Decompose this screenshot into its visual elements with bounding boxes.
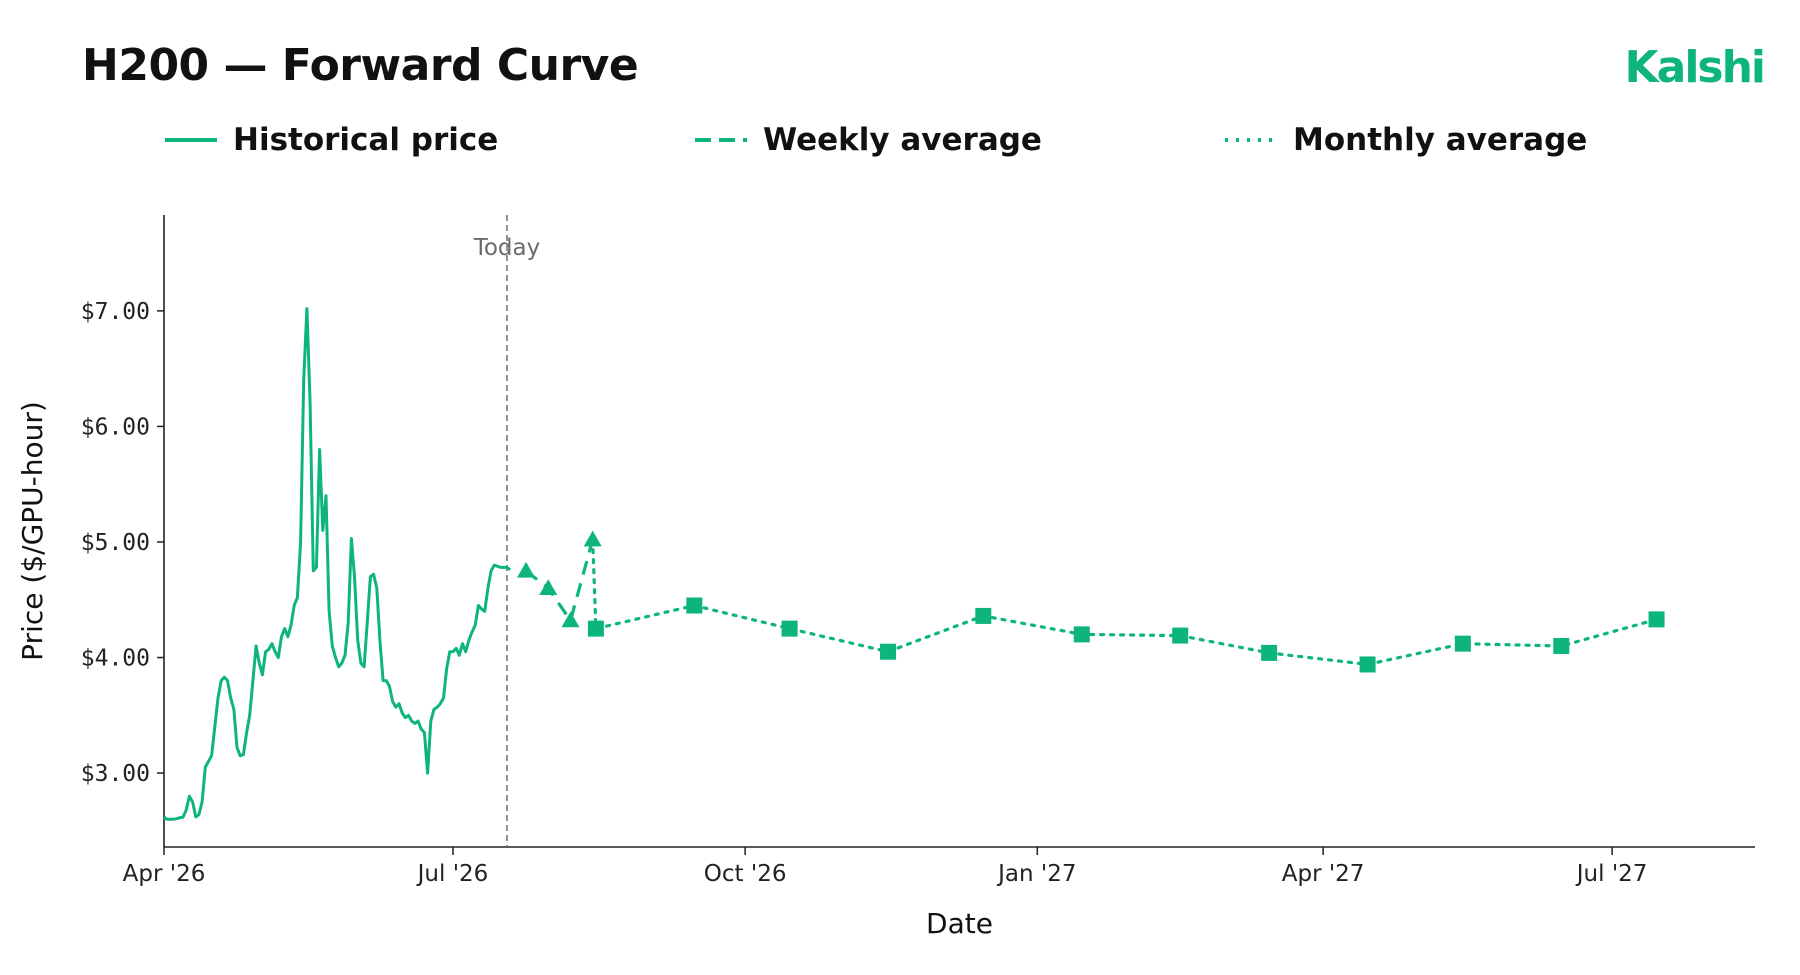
legend-label: Historical price [233,122,499,158]
monthly-square-marker [1454,635,1471,652]
x-tick-label: Jul '27 [1575,861,1648,887]
weekly-triangle-marker [517,561,536,578]
legend-dashed-line-swatch [695,138,747,142]
y-tick-label: $5.00 [81,530,150,556]
monthly-square-marker [1073,626,1090,643]
series-line-solid [163,307,511,821]
series-line-dashed [525,539,595,623]
brand-logo: Kalshi [1624,42,1766,93]
x-tick-label: Jan '27 [996,861,1076,887]
y-tick-label: $6.00 [81,414,150,440]
monthly-square-marker [686,597,703,614]
monthly-square-marker [880,643,897,660]
x-tick-label: Jul '26 [416,861,489,887]
legend-item-historical: Historical price [165,118,498,162]
monthly-square-marker [1261,644,1278,661]
monthly-square-marker [1553,637,1570,654]
monthly-square-marker [587,620,604,637]
legend-item-weekly: Weekly average [695,118,1042,162]
weekly-triangle-marker [561,611,580,628]
y-tick-label: $7.00 [81,299,150,325]
weekly-triangle-marker [539,579,558,595]
monthly-square-marker [1648,611,1665,628]
monthly-square-marker [1172,627,1189,644]
monthly-square-marker [1359,656,1376,673]
x-axis-label: Date [926,907,993,940]
y-axis-label: Price ($/GPU-hour) [16,401,49,661]
y-tick-label: $4.00 [81,646,150,672]
monthly-square-marker [781,620,798,637]
weekly-triangle-marker [583,530,602,547]
monthly-square-marker [975,607,992,624]
y-tick-label: $3.00 [81,761,150,787]
chart-title: H200 — Forward Curve [82,40,639,91]
legend-label: Weekly average [763,122,1042,158]
today-label: Today [473,235,541,261]
x-tick-label: Oct '26 [704,861,787,887]
legend: Historical price Weekly average Monthly … [0,118,1800,162]
legend-label: Monthly average [1293,122,1588,158]
legend-item-monthly: Monthly average [1225,118,1587,162]
legend-solid-line-swatch [165,138,217,142]
series-line-dotted [591,538,1659,667]
x-tick-label: Apr '27 [1282,861,1365,887]
x-tick-label: Apr '26 [123,861,206,887]
